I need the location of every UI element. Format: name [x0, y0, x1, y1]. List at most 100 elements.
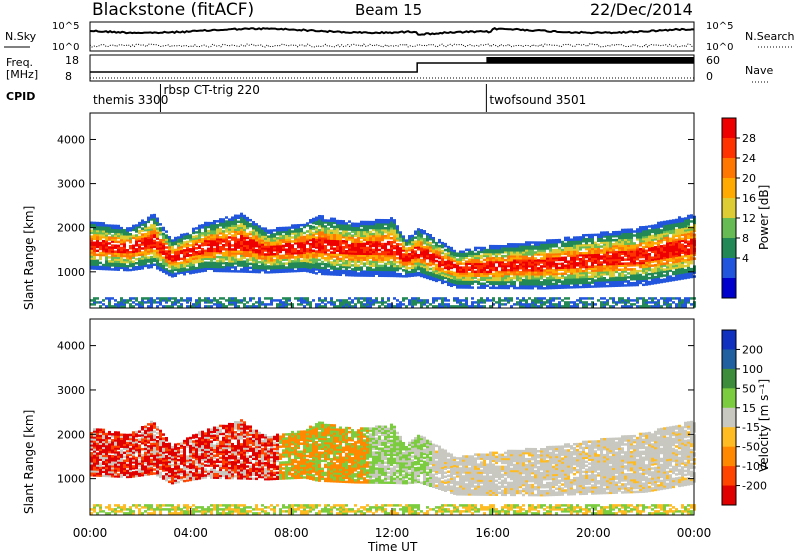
heat-cell: [558, 278, 561, 282]
heat-cell: [186, 232, 189, 236]
heat-cell: [414, 258, 417, 261]
nsky-tick-bottom: 10^0: [52, 42, 79, 53]
heat-cell: [162, 297, 165, 300]
heat-cell: [654, 255, 657, 259]
heat-cell: [216, 265, 219, 269]
heat-cell: [396, 266, 399, 270]
heat-cell: [585, 265, 588, 269]
heat-cell: [138, 245, 141, 249]
heat-cell: [603, 271, 606, 274]
heat-cell: [636, 279, 639, 283]
heat-cell: [204, 231, 207, 235]
heat-cell: [297, 233, 300, 237]
heat-cell: [582, 277, 585, 281]
heat-cell: [528, 265, 531, 268]
heat-cell: [522, 249, 525, 252]
heat-cell: [546, 255, 549, 258]
heat-cell: [390, 230, 393, 234]
heat-cell: [99, 237, 102, 241]
heat-cell: [393, 297, 396, 300]
heat-cell: [267, 235, 270, 238]
heat-cell: [582, 273, 585, 277]
heat-cell: [324, 245, 327, 248]
heat-cell: [582, 275, 585, 279]
heat-cell: [552, 250, 555, 254]
heat-cell: [366, 242, 369, 246]
heat-cell: [420, 239, 423, 242]
heat-cell: [534, 273, 537, 276]
heat-cell: [573, 284, 576, 287]
heat-cell: [303, 247, 306, 251]
heat-cell: [612, 299, 615, 302]
heat-cell: [312, 269, 315, 272]
heat-cell: [102, 226, 105, 229]
heat-cell: [657, 259, 660, 262]
heat-cell: [453, 253, 456, 257]
heat-cell: [390, 246, 393, 250]
heat-cell: [297, 245, 300, 249]
heat-cell: [426, 266, 429, 270]
heat-cell: [507, 284, 510, 288]
heat-cell: [240, 242, 243, 245]
heat-cell: [126, 260, 129, 264]
heat-cell: [594, 253, 597, 256]
heat-cell: [486, 258, 489, 262]
heat-cell: [315, 272, 318, 275]
heat-cell: [279, 226, 282, 230]
heat-cell: [648, 258, 651, 262]
heat-cell: [495, 274, 498, 278]
heat-cell: [348, 264, 351, 267]
heat-cell: [636, 257, 639, 261]
heat-cell: [267, 247, 270, 250]
heat-cell: [672, 264, 675, 268]
heat-cell: [129, 305, 132, 308]
heat-cell: [279, 248, 282, 252]
heat-cell: [204, 227, 207, 231]
heat-cell: [462, 282, 465, 285]
heat-cell: [273, 254, 276, 258]
heat-cell: [207, 299, 210, 302]
heat-cell: [588, 255, 591, 259]
heat-cell: [348, 256, 351, 259]
heat-cell: [255, 262, 258, 266]
heat-cell: [246, 234, 249, 238]
heat-cell: [576, 283, 579, 287]
heat-cell: [387, 242, 390, 246]
heat-cell: [531, 245, 534, 248]
heat-cell: [567, 297, 570, 300]
heat-cell: [567, 262, 570, 265]
heat-cell: [621, 250, 624, 254]
heat-cell: [636, 244, 639, 247]
heat-cell: [501, 280, 504, 284]
heat-cell: [216, 303, 219, 306]
heat-cell: [459, 270, 462, 273]
heat-cell: [465, 262, 468, 265]
heat-cell: [243, 244, 246, 248]
heat-cell: [363, 248, 366, 252]
heat-cell: [384, 246, 387, 250]
heat-cell: [318, 252, 321, 256]
heat-cell: [636, 301, 639, 304]
heat-cell: [462, 280, 465, 283]
heat-cell: [132, 234, 135, 238]
heat-cell: [495, 252, 498, 256]
heat-cell: [192, 259, 195, 262]
heat-cell: [600, 267, 603, 270]
heat-cell: [366, 220, 369, 224]
heat-cell: [453, 259, 456, 263]
heat-cell: [171, 249, 174, 252]
heat-cell: [351, 258, 354, 261]
heat-cell: [387, 260, 390, 264]
heat-cell: [387, 297, 390, 300]
heat-cell: [186, 305, 189, 308]
heat-cell: [603, 249, 606, 252]
heat-cell: [519, 249, 522, 252]
heat-cell: [567, 305, 570, 308]
heat-cell: [534, 277, 537, 280]
heat-cell: [675, 250, 678, 253]
heat-cell: [357, 258, 360, 261]
heat-cell: [666, 248, 669, 251]
heat-cell: [276, 254, 279, 258]
heat-cell: [636, 269, 639, 273]
heat-cell: [660, 221, 663, 224]
